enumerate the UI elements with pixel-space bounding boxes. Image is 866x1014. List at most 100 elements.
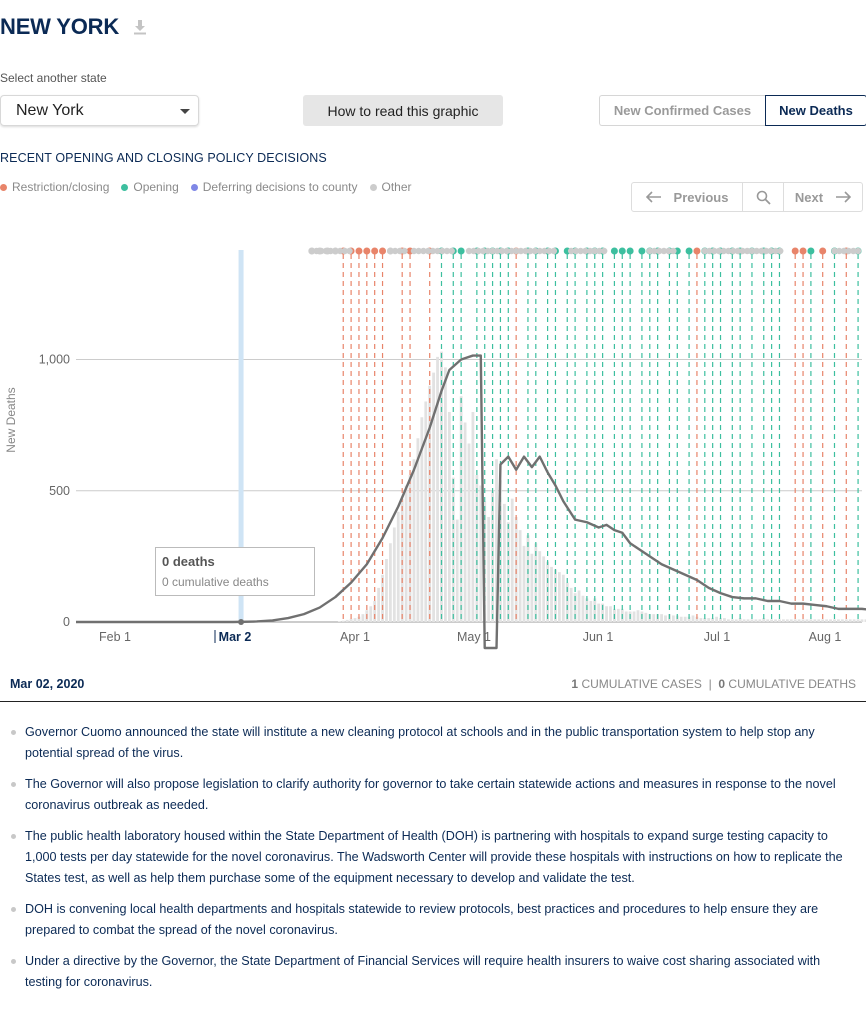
search-button[interactable]	[743, 183, 784, 211]
policy-dot	[494, 247, 501, 255]
new-deaths-toggle[interactable]: New Deaths	[765, 95, 866, 126]
policy-dot	[327, 247, 334, 255]
death-bar	[746, 619, 750, 622]
policy-dot	[772, 247, 779, 255]
death-bar	[726, 619, 730, 622]
death-bar	[396, 511, 400, 622]
new-cases-toggle[interactable]: New Confirmed Cases	[599, 95, 765, 126]
selected-point	[238, 619, 245, 625]
state-select[interactable]: New York	[0, 95, 199, 126]
policy-dot	[550, 247, 558, 255]
policy-title: RECENT OPENING AND CLOSING POLICY DECISI…	[0, 151, 327, 165]
y-tick-label: 500	[49, 484, 70, 498]
policy-dot	[854, 247, 862, 255]
policy-dot	[656, 247, 663, 255]
death-bar	[502, 503, 506, 622]
average-line	[76, 354, 866, 650]
death-bar	[337, 621, 341, 622]
policy-dot	[586, 247, 594, 255]
death-bar	[860, 619, 864, 622]
death-bar	[585, 598, 589, 622]
policy-dot	[341, 247, 349, 255]
policy-dot	[836, 247, 843, 255]
policy-dot	[401, 247, 408, 255]
bullet	[11, 730, 16, 735]
death-bar	[408, 475, 412, 622]
policy-dot	[845, 247, 852, 255]
legend-dot-deferring	[190, 183, 198, 191]
legend-label: Restriction/closing	[12, 180, 110, 194]
chart-tooltip: 0 deaths 0 cumulative deaths	[155, 547, 315, 596]
death-bar	[632, 611, 636, 622]
death-bar	[605, 606, 608, 622]
policy-dot	[715, 247, 723, 255]
chevron-down-icon	[180, 109, 190, 114]
cumulative-stats: 1 CUMULATIVE CASES | 0 CUMULATIVE DEATHS	[571, 677, 856, 691]
policy-dot	[638, 247, 646, 255]
cum-deaths-label: CUMULATIVE DEATHS	[728, 677, 856, 691]
note-item: Under a directive by the Governor, the S…	[10, 951, 860, 993]
death-bar	[797, 619, 801, 622]
x-tick-label: May 1	[457, 630, 491, 644]
date-bar: Mar 02, 2020 1 CUMULATIVE CASES | 0 CUMU…	[0, 668, 866, 702]
previous-button[interactable]: Previous	[632, 183, 743, 211]
death-bar	[538, 551, 542, 622]
policy-dot	[308, 247, 315, 255]
legend-label: Deferring decisions to county	[202, 180, 358, 194]
arrow-left-icon	[645, 191, 661, 203]
death-bar	[837, 619, 840, 622]
note-item: The Governor will also propose legislati…	[10, 774, 860, 816]
policy-dot	[420, 247, 427, 255]
death-bar	[447, 412, 451, 622]
policy-dot	[651, 247, 658, 255]
death-bar	[475, 475, 479, 622]
death-bar	[715, 616, 718, 622]
next-button[interactable]: Next	[784, 183, 862, 211]
policy-dot	[322, 247, 330, 255]
death-bar	[750, 619, 754, 622]
death-bar	[821, 619, 825, 622]
note-item: The public health laboratory housed with…	[10, 826, 860, 889]
x-tick-label: Mar 2	[219, 630, 252, 644]
download-icon[interactable]	[133, 19, 147, 35]
death-bar	[389, 543, 392, 622]
death-bar	[444, 367, 447, 622]
policy-dot	[748, 247, 756, 255]
death-bar	[782, 619, 785, 622]
death-bar	[785, 619, 789, 622]
policy-dot	[767, 247, 775, 255]
death-bar	[373, 601, 377, 622]
death-bar	[416, 438, 420, 622]
policy-dot	[799, 247, 807, 255]
death-bar	[463, 422, 467, 622]
death-bar	[833, 619, 836, 622]
death-bar	[793, 619, 797, 622]
policy-dot	[434, 247, 441, 255]
death-bar	[829, 619, 832, 622]
policy-dot	[610, 247, 618, 255]
arrow-right-icon	[836, 191, 852, 203]
tooltip-cumulative: 0 cumulative deaths	[162, 575, 269, 589]
search-icon	[756, 190, 771, 205]
death-bar	[691, 615, 695, 622]
policy-dot	[791, 247, 799, 255]
policy-dot	[618, 247, 626, 255]
deaths-chart[interactable]: New Deaths 0 500 1,000 Feb 1 Mar 2 Apr 1 May …	[0, 230, 866, 660]
y-tick-label: 1,000	[39, 353, 70, 367]
policy-dot	[582, 247, 589, 255]
death-bar	[730, 619, 734, 622]
legend-dot-other	[369, 183, 377, 191]
death-bar	[581, 595, 585, 622]
x-tick-label: Aug 1	[809, 630, 842, 644]
death-bar	[491, 490, 494, 622]
policy-dot	[819, 247, 827, 255]
how-to-read-button[interactable]: How to read this graphic	[303, 95, 503, 126]
policy-dot	[503, 247, 510, 255]
policy-dot	[693, 247, 701, 255]
policy-dot	[711, 247, 718, 255]
policy-dot	[744, 247, 751, 255]
policy-dot	[379, 247, 387, 255]
policy-dot	[536, 247, 543, 255]
death-bar	[609, 606, 612, 622]
death-bar	[789, 619, 793, 622]
